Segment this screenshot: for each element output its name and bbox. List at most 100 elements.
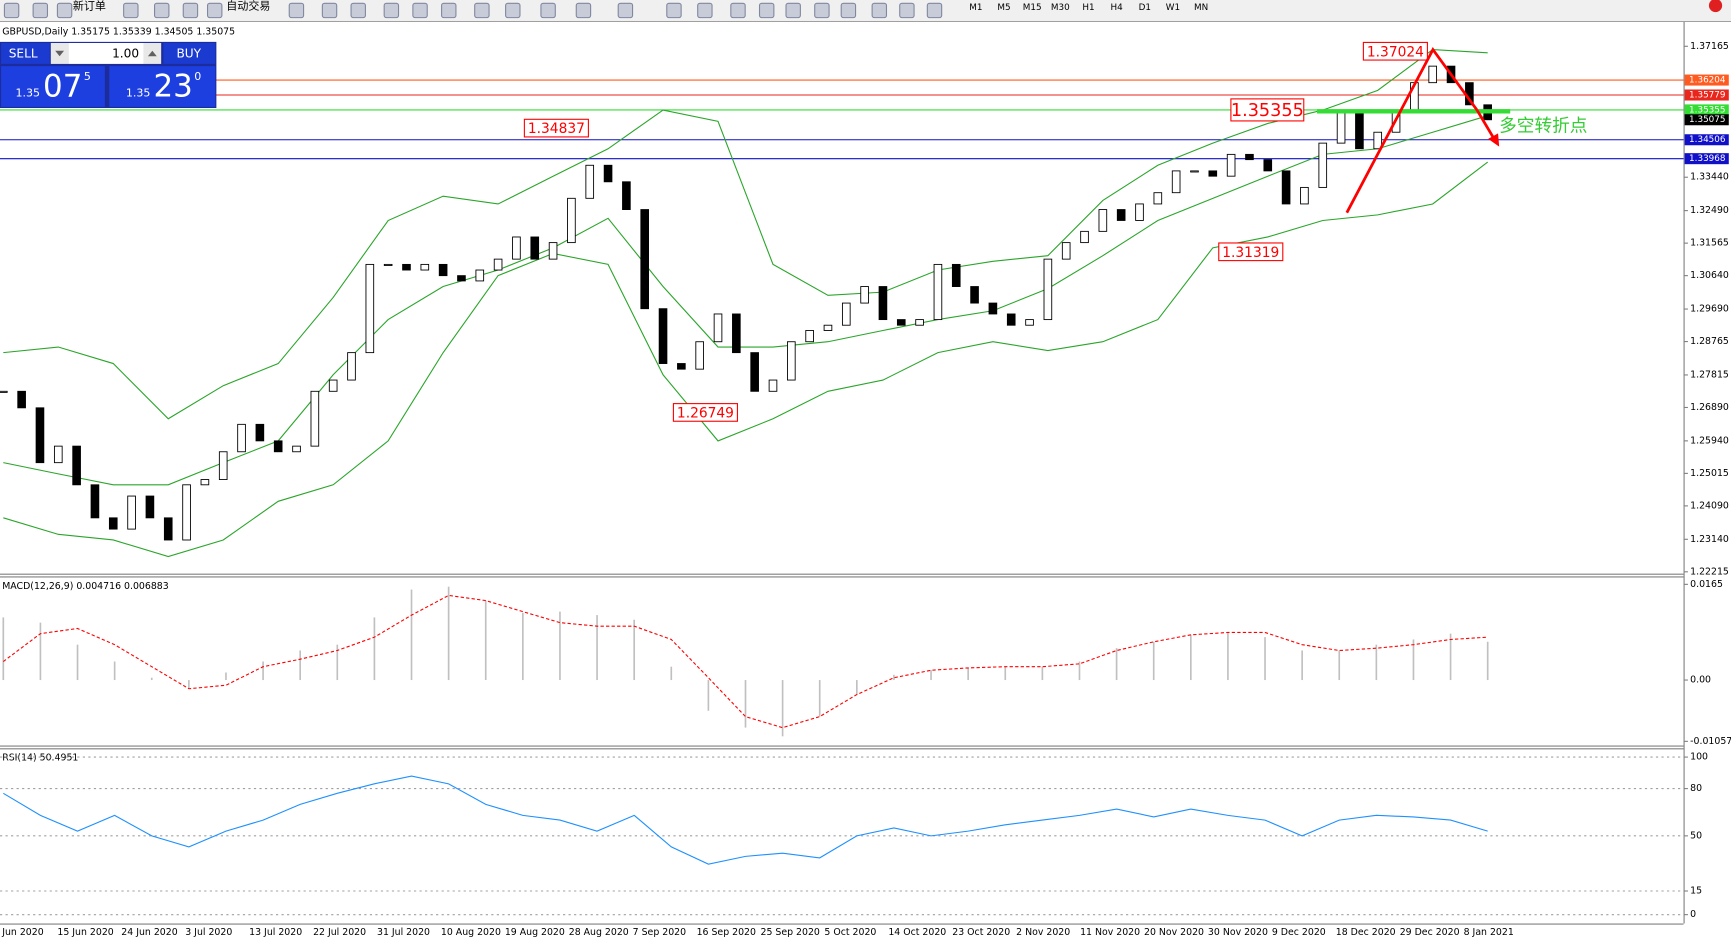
toolbar-icon[interactable] bbox=[32, 2, 49, 19]
timeframe-button[interactable]: H1 bbox=[1082, 3, 1094, 13]
candle bbox=[896, 319, 906, 326]
candle bbox=[328, 379, 338, 392]
x-tick-label: 13 Jul 2020 bbox=[249, 927, 302, 938]
y-tick-label: 0.00 bbox=[1690, 675, 1711, 686]
y-tick-label: 0 bbox=[1690, 909, 1696, 920]
toolbar-icon[interactable] bbox=[617, 2, 634, 19]
toolbar-icon[interactable] bbox=[383, 2, 400, 19]
toolbar-icon[interactable] bbox=[758, 2, 775, 19]
sell-button[interactable] bbox=[1, 42, 50, 64]
timeframe-button[interactable]: H4 bbox=[1111, 3, 1124, 13]
candle bbox=[383, 263, 393, 266]
candle bbox=[145, 495, 155, 519]
candle bbox=[622, 181, 631, 211]
y-tick-label: 1.31565 bbox=[1690, 238, 1729, 249]
price-annotation: 1.35355 bbox=[1231, 101, 1304, 121]
trend-arrow bbox=[1475, 109, 1496, 141]
x-tick-label: 3 Jul 2020 bbox=[185, 927, 232, 938]
price-annotation-box bbox=[1362, 41, 1428, 61]
price-level-label: 1.33968 bbox=[1689, 154, 1725, 164]
y-tick-label: 1.25940 bbox=[1690, 435, 1729, 446]
candle bbox=[658, 308, 668, 364]
candle bbox=[1300, 186, 1309, 205]
candle bbox=[988, 302, 998, 315]
candle bbox=[603, 164, 613, 183]
toolbar-icon[interactable] bbox=[871, 2, 888, 19]
timeframe-button[interactable]: M15 bbox=[1023, 3, 1042, 13]
candle bbox=[200, 479, 210, 486]
buy-label[interactable]: BUY bbox=[176, 47, 201, 61]
toolbar-icon[interactable] bbox=[182, 2, 199, 19]
toolbar-icon[interactable] bbox=[3, 2, 20, 19]
y-tick-label: 1.32490 bbox=[1690, 205, 1729, 216]
timeframe-button[interactable]: M1 bbox=[969, 3, 982, 13]
toolbar-icon[interactable] bbox=[814, 2, 830, 19]
lot-input[interactable] bbox=[68, 42, 144, 64]
toolbar-icon[interactable] bbox=[730, 2, 746, 19]
price-level-tag bbox=[1684, 114, 1729, 126]
bid-fraction: 5 bbox=[84, 70, 91, 83]
candle bbox=[420, 263, 430, 271]
toolbar-icon[interactable] bbox=[540, 2, 556, 19]
candle bbox=[1190, 170, 1199, 173]
toolbar-icon[interactable] bbox=[697, 2, 713, 19]
toolbar-icon[interactable] bbox=[441, 2, 457, 19]
candle bbox=[1080, 230, 1089, 244]
timeframe-button[interactable]: M5 bbox=[997, 3, 1010, 13]
candle bbox=[35, 407, 45, 464]
candle bbox=[182, 484, 191, 541]
toolbar-icon[interactable] bbox=[321, 2, 338, 19]
price-annotation: 1.34837 bbox=[528, 121, 585, 137]
toolbar-icon[interactable] bbox=[575, 2, 592, 19]
toolbar-icon[interactable] bbox=[505, 2, 521, 19]
buy-price-box[interactable] bbox=[109, 66, 216, 107]
toolbar-icon[interactable] bbox=[666, 2, 682, 19]
toolbar-icon[interactable] bbox=[288, 2, 305, 19]
toolbar-icon[interactable] bbox=[926, 2, 943, 19]
new-order-button[interactable]: 新订单 bbox=[73, 0, 106, 13]
lot-value[interactable]: 1.00 bbox=[112, 47, 139, 61]
toolbar-icon[interactable] bbox=[123, 2, 139, 19]
candle bbox=[108, 517, 118, 530]
candle bbox=[1025, 319, 1034, 326]
sell-price-box[interactable] bbox=[1, 66, 105, 107]
x-tick-label: 5 Oct 2020 bbox=[824, 927, 876, 938]
timeframe-button[interactable]: W1 bbox=[1166, 3, 1180, 13]
candle bbox=[1428, 65, 1438, 84]
y-tick-label: -0.010571 bbox=[1690, 736, 1731, 747]
candle bbox=[860, 286, 869, 304]
buy-button[interactable] bbox=[163, 42, 216, 64]
candle bbox=[310, 390, 320, 447]
candle bbox=[1171, 170, 1181, 194]
bollinger-middle bbox=[3, 115, 1488, 486]
x-tick-label: 19 Aug 2020 bbox=[505, 927, 565, 938]
toolbar-icon[interactable] bbox=[412, 2, 428, 19]
x-tick-label: 24 Jun 2020 bbox=[121, 927, 177, 938]
candle bbox=[933, 263, 943, 321]
turning-point-note: 多空转折点 bbox=[1499, 116, 1587, 137]
bollinger-lower bbox=[3, 161, 1489, 558]
toolbar-icon[interactable] bbox=[56, 2, 73, 19]
toolbar-icon[interactable] bbox=[899, 2, 915, 19]
auto-trading-button[interactable]: 自动交易 bbox=[226, 0, 270, 13]
toolbar-icon[interactable] bbox=[154, 2, 170, 19]
toolbar-icon[interactable] bbox=[350, 2, 366, 19]
toolbar-icon[interactable] bbox=[785, 2, 801, 19]
sell-label[interactable]: SELL bbox=[9, 47, 38, 61]
trend-arrow bbox=[1345, 46, 1479, 214]
timeframe-button[interactable]: D1 bbox=[1139, 3, 1151, 13]
timeframe-button[interactable]: MN bbox=[1194, 3, 1208, 13]
candle bbox=[402, 263, 411, 271]
alert-icon[interactable] bbox=[1708, 0, 1723, 13]
toolbar-icon[interactable] bbox=[840, 2, 857, 19]
toolbar-icon[interactable] bbox=[206, 2, 223, 19]
ask-big-figure: 1.35 bbox=[126, 87, 151, 100]
price-annotation: 1.31319 bbox=[1222, 245, 1279, 261]
toolbar-icon[interactable] bbox=[474, 2, 490, 19]
timeframe-button[interactable]: M30 bbox=[1051, 3, 1070, 13]
price-level-tag bbox=[1684, 134, 1729, 146]
candle bbox=[347, 352, 356, 381]
price-level-tag bbox=[1684, 153, 1729, 165]
